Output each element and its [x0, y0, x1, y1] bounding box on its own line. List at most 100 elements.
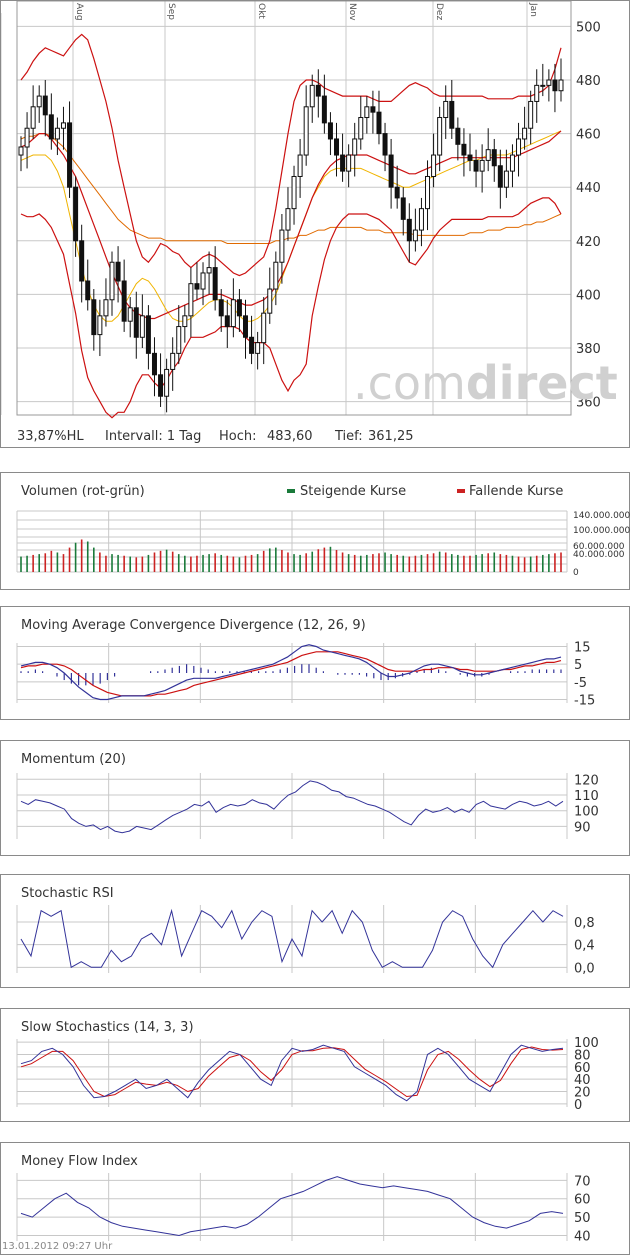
volume-bar-44 [287, 552, 289, 572]
candle-body-25 [170, 352, 176, 370]
mfi-title: Money Flow Index [21, 1154, 138, 1169]
stat-high-label: Hoch: [219, 429, 257, 444]
candle-body-17 [121, 280, 127, 322]
legend-rise-swatch [287, 489, 295, 493]
candle-body-50 [321, 95, 327, 124]
candle-body-54 [346, 154, 352, 172]
volume-ytick-2: 60.000.000 [573, 542, 625, 552]
volume-bar-5 [50, 550, 53, 572]
watermark-suffix: direct [466, 356, 618, 410]
candle-body-49 [315, 84, 321, 97]
price-ytick-360: 360 [576, 396, 601, 411]
macd-panel: Moving Average Convergence Divergence (1… [0, 606, 630, 720]
candle-body-10 [79, 240, 85, 282]
candle-body-13 [97, 315, 103, 336]
volume-bar-67 [426, 554, 429, 572]
slowstoch-title: Slow Stochastics (14, 3, 3) [21, 1020, 194, 1035]
volume-bar-31 [208, 554, 210, 572]
volume-bar-65 [414, 555, 417, 572]
volume-bar-11 [86, 541, 89, 572]
volume-bar-4 [44, 553, 47, 572]
candle-body-8 [67, 122, 73, 188]
volume-bar-38 [250, 554, 253, 572]
slowstoch-ytick-2: 60 [574, 1061, 591, 1076]
stat-low-value: 361,25 [368, 429, 414, 444]
month-label-dez: Dez [434, 3, 444, 20]
volume-bar-34 [226, 555, 229, 572]
slowstoch-ytick-1: 80 [574, 1048, 591, 1063]
candle-body-57 [364, 106, 370, 119]
slowstoch-ytick-4: 20 [574, 1086, 591, 1101]
candle-body-79 [497, 165, 503, 188]
macd-title: Moving Average Convergence Divergence (1… [21, 618, 366, 633]
volume-bar-72 [457, 554, 459, 572]
candle-body-5 [48, 114, 54, 140]
candle-body-45 [291, 175, 297, 210]
volume-bar-74 [469, 555, 471, 572]
volume-bar-12 [93, 547, 95, 572]
candle-body-0 [18, 146, 24, 156]
watermark-prefix: .com [353, 356, 466, 410]
volume-bar-10 [80, 539, 83, 572]
candle-body-27 [182, 315, 188, 328]
volume-bar-14 [105, 555, 107, 572]
slowstoch-panel: Slow Stochastics (14, 3, 3) 100 80 60 40 20 0 [0, 1008, 630, 1122]
candle-body-88 [552, 79, 558, 92]
candle-body-62 [394, 186, 400, 199]
candle-body-4 [42, 95, 48, 116]
volume-bar-0 [20, 556, 22, 572]
volume-bar-21 [147, 554, 150, 572]
volume-bar-32 [214, 553, 216, 572]
candle-body-34 [224, 315, 230, 328]
volume-bar-19 [135, 557, 138, 572]
price-ytick-500: 500 [576, 20, 601, 35]
candle-body-76 [479, 159, 485, 172]
candle-body-86 [540, 84, 546, 87]
volume-bar-43 [281, 550, 283, 572]
volume-ytick-4: 0 [573, 568, 579, 578]
volume-bar-80 [505, 554, 508, 572]
candle-body-20 [139, 315, 145, 338]
volume-bar-68 [432, 553, 435, 572]
volume-ytick-1: 100.000.000 [573, 526, 631, 536]
legend-fall-label: Fallende Kurse [469, 484, 563, 499]
candle-body-43 [279, 229, 285, 263]
candle-body-75 [473, 159, 479, 172]
price-chart-panel: Aug Sep Okt Nov Dez Jan 500 480 460 440 420 400 380 3… [0, 0, 630, 448]
volume-bar-29 [196, 555, 198, 572]
slowstoch-ytick-5: 0 [574, 1098, 582, 1113]
candle-body-15 [109, 261, 115, 301]
stat-interval: Intervall: 1 Tag [105, 429, 201, 444]
candle-body-38 [249, 336, 255, 354]
volume-bar-87 [548, 554, 550, 572]
price-ytick-420: 420 [576, 235, 601, 250]
momentum-ytick-1: 110 [574, 789, 599, 804]
candle-body-29 [194, 283, 200, 290]
slowstoch-ytick-0: 100 [574, 1036, 599, 1051]
volume-bar-81 [511, 555, 514, 572]
candle-body-56 [358, 117, 364, 140]
macd-line [20, 644, 562, 701]
candle-body-68 [431, 154, 437, 177]
mfi-panel: Money Flow Index 70 60 50 40 [0, 1142, 630, 1255]
month-label-sep: Sep [166, 3, 176, 20]
volume-bar-15 [111, 554, 113, 572]
volume-bar-52 [335, 550, 338, 572]
volume-bar-48 [311, 551, 314, 572]
volume-chart: Volumen (rot-grün) Steigende Kurse Fallend… [16, 484, 631, 578]
slowstoch-k-line [20, 1044, 564, 1102]
price-ytick-480: 480 [576, 74, 601, 89]
candle-body-33 [218, 299, 224, 317]
month-label-nov: Nov [347, 3, 357, 21]
candle-body-31 [206, 267, 212, 274]
stochrsi-panel: Stochastic RSI 0,8 0,4 0,0 [0, 874, 630, 988]
volume-panel: Volumen (rot-grün) Steigende Kurse Fallend… [0, 472, 631, 590]
candle-body-26 [176, 326, 182, 354]
candle-body-66 [418, 208, 424, 231]
candle-body-60 [382, 133, 388, 156]
legend-rise-label: Steigende Kurse [300, 484, 406, 499]
stat-hl: 33,87%HL [17, 429, 84, 444]
volume-bar-7 [62, 554, 65, 572]
